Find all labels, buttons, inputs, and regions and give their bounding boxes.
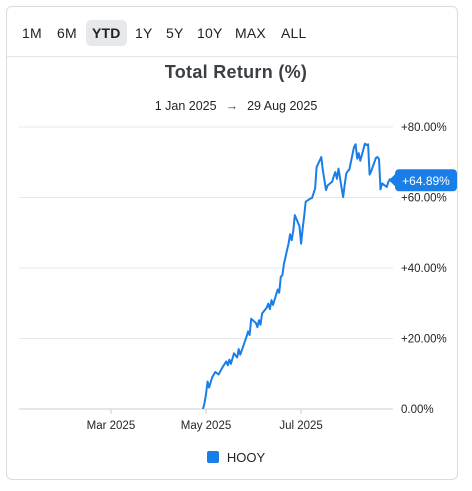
y-tick-label: +60.00% xyxy=(401,193,447,205)
tab-5y[interactable]: 5Y xyxy=(166,25,184,41)
tab-10y[interactable]: 10Y xyxy=(197,25,223,41)
range-arrow: → xyxy=(225,99,239,113)
x-tick-label: Jul 2025 xyxy=(279,420,322,432)
range-end: 29 Aug 2025 xyxy=(247,99,318,113)
y-tick-label: +20.00% xyxy=(401,334,447,346)
series-line xyxy=(201,142,394,410)
x-tick-label: May 2025 xyxy=(181,420,232,432)
tab-1y[interactable]: 1Y xyxy=(135,25,153,41)
x-tick-label: Mar 2025 xyxy=(87,420,136,432)
date-range: 1 Jan 2025 → 29 Aug 2025 xyxy=(0,99,472,113)
tab-1m[interactable]: 1M xyxy=(22,25,42,41)
y-tick-label: +40.00% xyxy=(401,263,447,275)
value-badge xyxy=(395,169,457,192)
timeframe-tabs: 1M 6M YTD 1Y 5Y 10Y MAX ALL xyxy=(7,7,457,57)
tab-all[interactable]: ALL xyxy=(281,25,307,41)
y-tick-label: 0.00% xyxy=(401,404,434,416)
legend-swatch xyxy=(206,451,219,463)
tab-max[interactable]: MAX xyxy=(235,25,266,41)
tab-ytd[interactable]: YTD xyxy=(86,20,127,46)
chart-title: Total Return (%) xyxy=(164,62,308,82)
value-badge-pointer xyxy=(389,174,395,187)
y-tick-label: +80.00% xyxy=(401,122,447,134)
legend[interactable]: HOOY xyxy=(0,450,472,465)
value-badge-label: +64.89% xyxy=(402,174,450,188)
chart-card: 1M 6M YTD 1Y 5Y 10Y MAX ALL xyxy=(6,6,458,480)
tab-6m[interactable]: 6M xyxy=(57,25,77,41)
legend-label: HOOY xyxy=(226,450,266,465)
range-start: 1 Jan 2025 xyxy=(154,99,217,113)
